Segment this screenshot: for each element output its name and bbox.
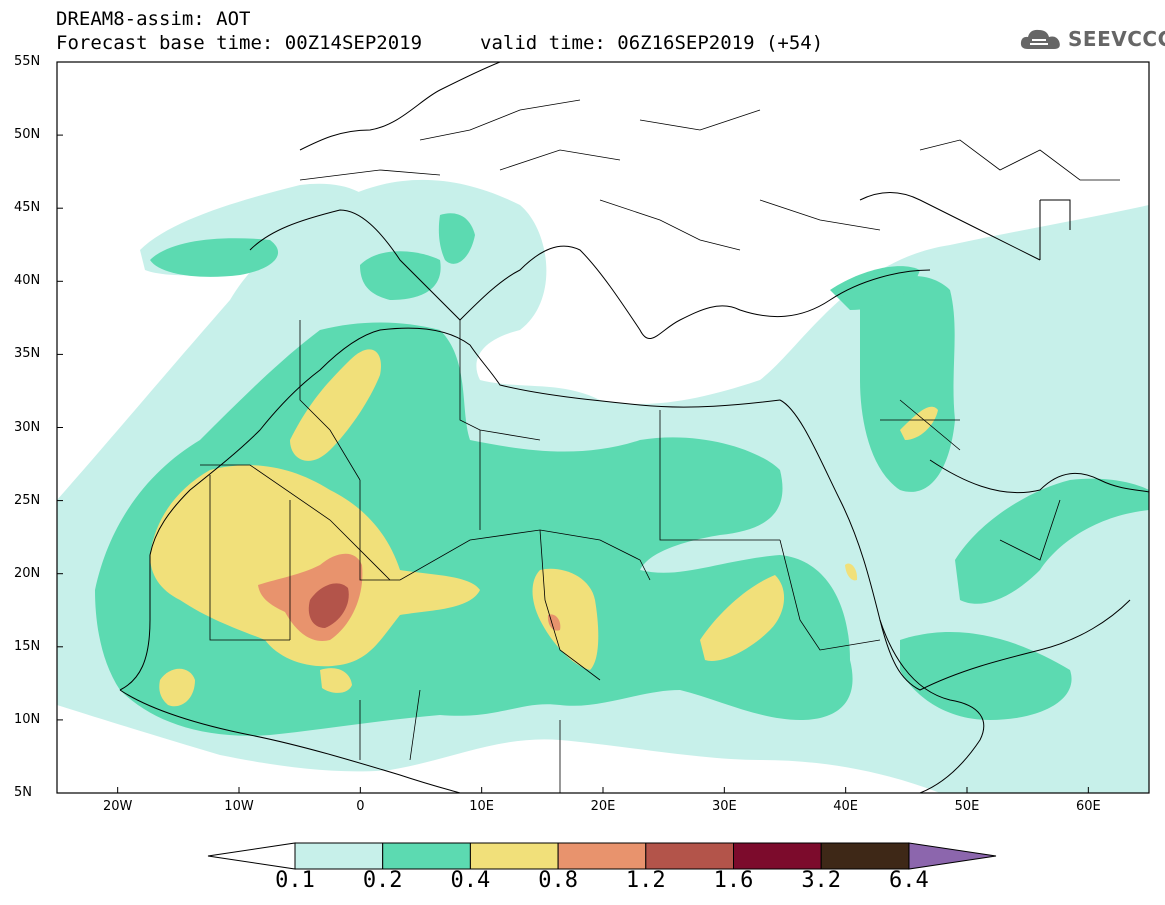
colorbar-label-7: 6.4 (889, 868, 929, 893)
lon-label-0: 20W (102, 799, 133, 814)
country-borders (200, 99, 1120, 793)
colorbar-label-3: 0.8 (538, 868, 578, 893)
lat-label-2: 45N (14, 200, 41, 216)
colorbar-box-3 (557, 842, 647, 870)
colorbar-label-6: 3.2 (801, 868, 842, 893)
forecast-base-time: Forecast base time: 00Z14SEP2019 (56, 32, 423, 54)
lat-label-5: 30N (14, 419, 41, 435)
lon-label-5: 30E (711, 799, 737, 814)
cloud-icon (1020, 29, 1060, 49)
lon-label-1: 10W (224, 799, 254, 814)
colorbar-right-arrow (908, 842, 997, 870)
colorbar-label-5: 1.6 (713, 868, 754, 893)
lat-label-7: 20N (14, 565, 41, 581)
lat-label-9: 10N (14, 711, 41, 727)
lon-label-8: 60E (1075, 799, 1101, 814)
aot-contour-0.4 (150, 349, 938, 707)
aot-contour-1.2 (308, 583, 349, 628)
colorbar-label-1: 0.2 (362, 868, 403, 893)
lon-label-6: 40E (833, 799, 859, 814)
colorbar-box-5 (733, 842, 822, 870)
valid-time: valid time: 06Z16SEP2019 (+54) (480, 32, 824, 54)
colorbar-box-4 (645, 842, 734, 870)
lat-label-6: 25N (14, 492, 41, 508)
axis-ticks (57, 61, 1089, 794)
colorbar-box-2 (469, 842, 559, 870)
colorbar-left-arrow (207, 842, 296, 870)
lat-label-0: 55N (14, 54, 41, 69)
colorbar-box-1 (382, 842, 471, 870)
chart-title: DREAM8-assim: AOT (56, 8, 251, 30)
colorbar-label-0: 0.1 (275, 868, 315, 893)
colorbar-box-0 (294, 842, 384, 870)
lat-label-8: 15N (14, 638, 41, 654)
lon-label-4: 20E (590, 799, 616, 814)
lat-label-1: 50N (14, 127, 41, 143)
lat-label-4: 35N (14, 346, 41, 362)
colorbar-label-4: 1.2 (625, 868, 666, 893)
coastlines (119, 62, 1149, 793)
lon-label-3: 10E (469, 799, 495, 814)
colorbar-label-2: 0.4 (450, 868, 491, 893)
colorbar-box-6 (820, 842, 910, 870)
lon-label-7: 50E (954, 799, 980, 814)
seevccc-logo: SEEVCCC (1018, 24, 1165, 54)
lat-label-3: 40N (14, 273, 41, 289)
lon-label-2: 0 (356, 799, 365, 814)
lat-label-10: 5N (14, 785, 32, 800)
logo-text: SEEVCCC (1068, 27, 1165, 51)
